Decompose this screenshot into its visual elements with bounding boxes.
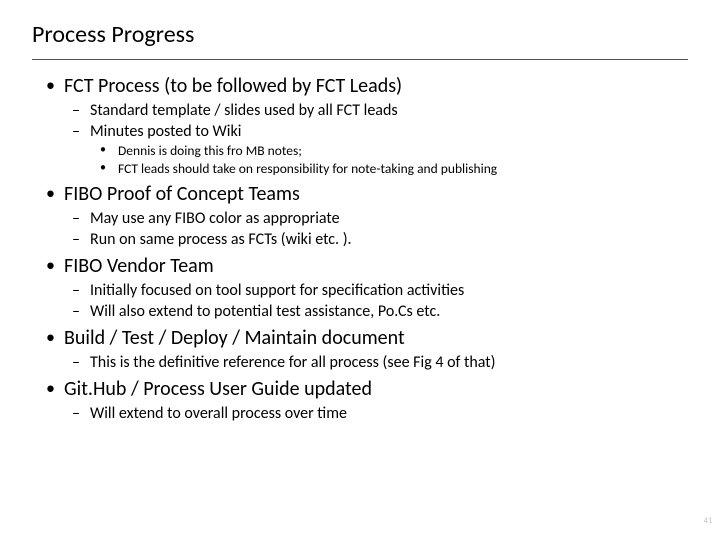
subbullet-extend-process: Will extend to overall process over time	[42, 404, 688, 424]
page-number: 41	[704, 516, 712, 526]
subbullet-minutes-wiki: Minutes posted to Wiki	[42, 122, 688, 142]
subsubbullet-fct-leads-responsibility: FCT leads should take on responsibility …	[42, 161, 688, 178]
subbullet-standard-template: Standard template / slides used by all F…	[42, 101, 688, 121]
subbullet-definitive-reference: This is the definitive reference for all…	[42, 353, 688, 373]
subsubbullet-dennis-notes: Dennis is doing this fro MB notes;	[42, 143, 688, 160]
slide-body: FCT Process (to be followed by FCT Leads…	[32, 74, 688, 424]
slide-title: Process Progress	[32, 20, 688, 60]
subbullet-same-process: Run on same process as FCTs (wiki etc. )…	[42, 230, 688, 250]
subbullet-test-assistance: Will also extend to potential test assis…	[42, 302, 688, 322]
bullet-fibo-vendor-team: FIBO Vendor Team	[42, 254, 688, 279]
subbullet-fibo-color: May use any FIBO color as appropriate	[42, 209, 688, 229]
bullet-github-guide: Git.Hub / Process User Guide updated	[42, 377, 688, 402]
bullet-fibo-poc-teams: FIBO Proof of Concept Teams	[42, 182, 688, 207]
bullet-fct-process: FCT Process (to be followed by FCT Leads…	[42, 74, 688, 99]
subbullet-tool-support: Initially focused on tool support for sp…	[42, 281, 688, 301]
bullet-build-test-deploy: Build / Test / Deploy / Maintain documen…	[42, 326, 688, 351]
